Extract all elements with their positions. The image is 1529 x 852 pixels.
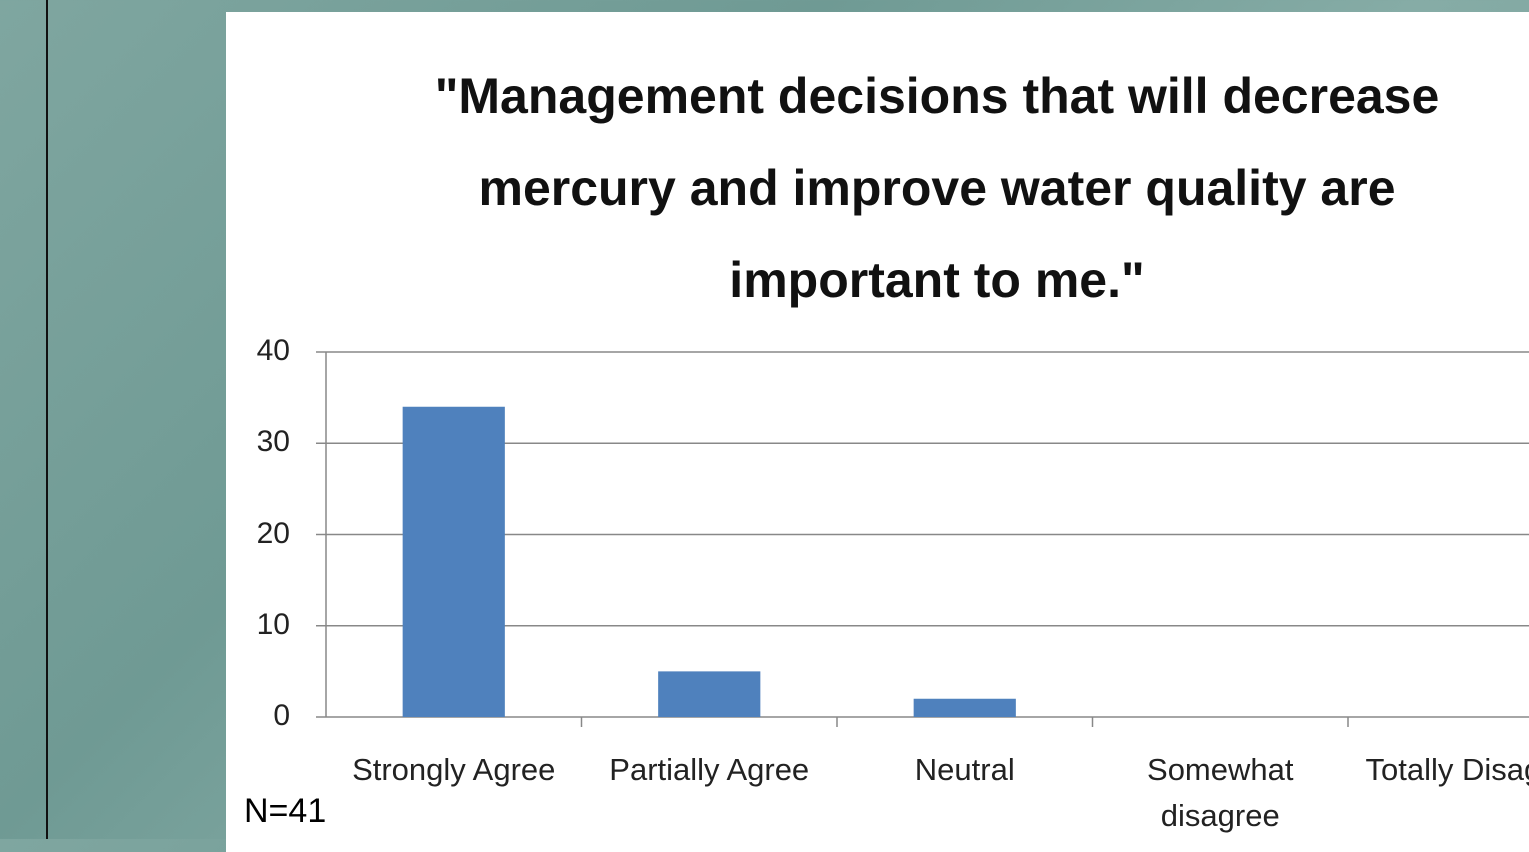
y-tick-label: 20 — [256, 516, 290, 550]
chart-panel: "Management decisions that will decrease… — [226, 12, 1529, 852]
x-tick-label: Strongly Agree — [352, 752, 556, 787]
x-tick-label: Neutral — [914, 752, 1015, 787]
chart-title: "Management decisions that will decrease… — [434, 68, 1440, 308]
x-tick-label: Totally Disagree — [1365, 752, 1529, 787]
x-tick-label: Somewhat disagree — [1147, 752, 1294, 833]
y-tick-label: 30 — [256, 425, 290, 459]
plot — [316, 351, 1529, 727]
y-tick-label: 0 — [273, 699, 290, 732]
slide-border — [46, 0, 48, 839]
x-tick-label: Partially Agree — [609, 752, 810, 787]
bar — [658, 671, 761, 717]
bar — [913, 698, 1016, 717]
annotation: N=41 — [244, 792, 327, 830]
bar — [402, 406, 505, 717]
y-tick-label: 10 — [256, 607, 290, 641]
y-tick-label: 40 — [256, 334, 290, 367]
